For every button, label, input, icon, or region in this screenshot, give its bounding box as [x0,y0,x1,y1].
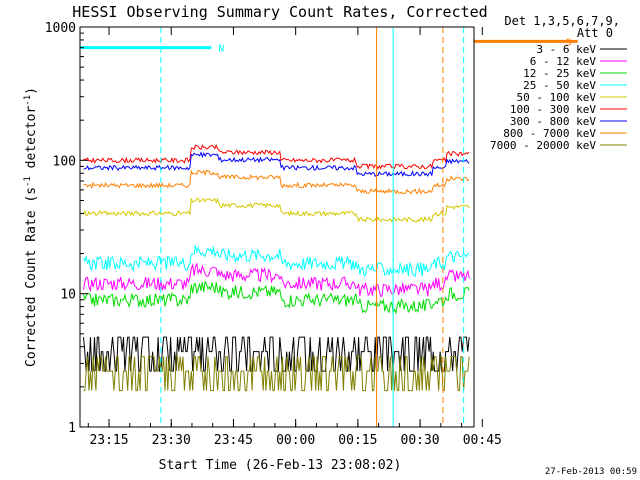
legend-label-6: 300 - 800 keV [510,115,596,128]
legend-label-4: 50 - 100 keV [517,91,597,104]
legend-label-1: 6 - 12 keV [530,55,597,68]
series-line-100-300-kev [83,144,470,171]
x-axis-label: Start Time (26-Feb-13 23:08:02) [159,458,402,473]
footer-timestamp: 27-Feb-2013 00:59 [545,467,637,477]
x-tick-label-4: 00:15 [338,433,377,448]
series-line-3-6-kev [83,336,470,372]
series-line-25-50-kev [83,245,470,278]
x-tick-label-2: 23:45 [214,433,253,448]
y-tick-label-0: 1000 [45,21,76,36]
x-tick-label-3: 00:00 [276,433,315,448]
annotation-label-n: N [218,44,224,55]
legend-label-2: 12 - 25 keV [523,67,596,80]
series-line-800-7000-kev [83,169,470,195]
x-tick-label-6: 00:45 [463,433,502,448]
series-line-12-25-kev [83,280,470,315]
x-tick-label-1: 23:30 [152,433,191,448]
y-axis-label-sup2: -1 [23,95,33,106]
legend-header-line2: Att 0 [577,26,613,40]
y-axis-label-part2: detector [24,106,39,177]
series-line-7000-20000-kev [83,356,470,392]
y-axis-label-part3: ) [24,87,39,95]
legend-label-5: 100 - 300 keV [510,103,596,116]
ticks-layer: 23:15 23:30 23:45 00:00 00:15 00:30 00:45 1000 1… [45,21,502,448]
plot-frame [79,26,475,428]
series-line-6-12-kev [83,262,470,297]
data-layer: NS [80,27,578,427]
annotation-label-s: S [566,37,572,48]
y-tick-label-2: 10 [60,288,76,303]
x-tick-label-0: 23:15 [89,433,128,448]
legend-label-8: 7000 - 20000 keV [490,139,596,152]
x-tick-label-5: 00:30 [401,433,440,448]
legend-label-7: 800 - 7000 keV [503,127,596,140]
legend-label-3: 25 - 50 keV [523,79,596,92]
y-axis-label-part1: Corrected Count Rate (s [24,187,39,367]
legend-header-line1: Det 1,3,5,6,7,9, [504,14,620,28]
legend-label-0: 3 - 6 keV [536,43,596,56]
series-line-300-800-kev [83,151,470,178]
y-tick-label-3: 1 [68,421,76,436]
chart-title: HESSI Observing Summary Count Rates, Cor… [72,3,487,21]
y-tick-label-1: 100 [53,154,76,169]
y-axis-label: Corrected Count Rate (s-1 detector-1) [23,87,39,367]
y-axis-label-sup1: -1 [23,176,33,187]
series-line-50-100-kev [83,197,470,223]
